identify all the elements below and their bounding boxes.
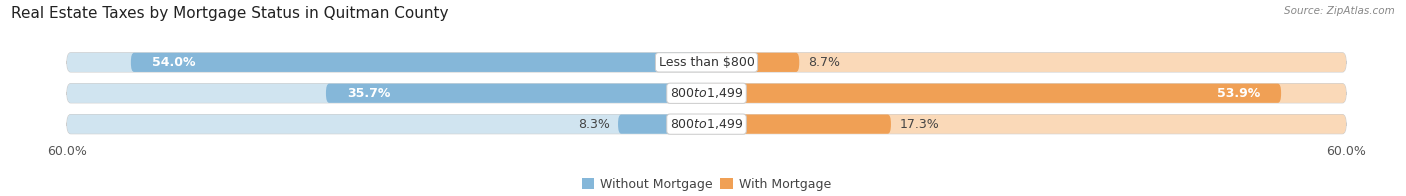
- Text: 17.3%: 17.3%: [900, 118, 939, 131]
- Text: 8.7%: 8.7%: [808, 56, 839, 69]
- FancyBboxPatch shape: [707, 53, 799, 72]
- Legend: Without Mortgage, With Mortgage: Without Mortgage, With Mortgage: [582, 178, 831, 191]
- Text: $800 to $1,499: $800 to $1,499: [669, 86, 744, 100]
- Text: 54.0%: 54.0%: [152, 56, 195, 69]
- Text: Source: ZipAtlas.com: Source: ZipAtlas.com: [1284, 6, 1395, 16]
- Text: Less than $800: Less than $800: [658, 56, 755, 69]
- FancyBboxPatch shape: [131, 53, 707, 72]
- FancyBboxPatch shape: [67, 114, 1346, 134]
- FancyBboxPatch shape: [67, 84, 707, 103]
- FancyBboxPatch shape: [707, 114, 891, 134]
- FancyBboxPatch shape: [707, 84, 1281, 103]
- FancyBboxPatch shape: [326, 84, 707, 103]
- FancyBboxPatch shape: [67, 84, 1346, 103]
- Text: $800 to $1,499: $800 to $1,499: [669, 117, 744, 131]
- Text: Real Estate Taxes by Mortgage Status in Quitman County: Real Estate Taxes by Mortgage Status in …: [11, 6, 449, 21]
- FancyBboxPatch shape: [67, 114, 707, 134]
- FancyBboxPatch shape: [707, 84, 1346, 103]
- FancyBboxPatch shape: [707, 114, 1346, 134]
- FancyBboxPatch shape: [619, 114, 707, 134]
- FancyBboxPatch shape: [707, 53, 1346, 72]
- Text: 35.7%: 35.7%: [347, 87, 391, 100]
- FancyBboxPatch shape: [67, 53, 1346, 72]
- Text: 8.3%: 8.3%: [578, 118, 610, 131]
- FancyBboxPatch shape: [67, 53, 707, 72]
- Text: 53.9%: 53.9%: [1216, 87, 1260, 100]
